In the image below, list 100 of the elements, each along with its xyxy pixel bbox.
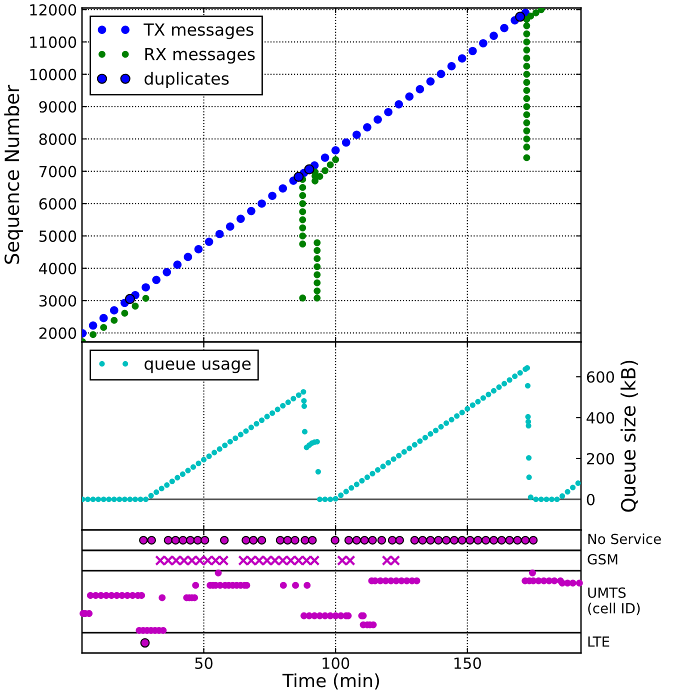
point [326,161,334,168]
point [523,103,530,110]
point [331,146,340,154]
legend-label: queue usage [144,360,251,374]
point [523,62,530,70]
point [90,331,97,338]
point [204,238,214,246]
point [523,144,530,151]
y-tick-label: 2000 [39,327,76,339]
point [314,279,321,286]
point [142,294,150,302]
point [458,54,466,63]
point [490,32,498,40]
point [194,245,203,254]
point [523,70,530,78]
point [523,135,530,142]
y-tick-label: 6000 [39,198,76,210]
x-tick-label: 100 [322,657,350,669]
y-tick-label: 400 [586,412,614,424]
y-tick-label: 7000 [40,166,76,178]
point [132,302,139,310]
point [124,294,136,304]
point [294,172,304,182]
y-tick-label: 5000 [39,230,76,242]
y-tick-label: 200 [586,452,614,464]
point [352,130,361,139]
point [247,206,256,216]
point [268,192,276,200]
text: GSM [588,554,618,565]
point [479,39,488,48]
text: UMTS (cell ID) [588,587,640,616]
point [538,8,545,14]
y-tick-label: 0 [586,494,595,506]
y-tick-label: 11000 [30,36,76,48]
point [110,306,118,314]
point [299,232,306,240]
point [314,247,321,254]
point [500,24,508,32]
point [314,271,321,278]
point [299,216,306,224]
point [152,276,161,284]
point [447,62,456,70]
point [314,294,321,302]
point [523,30,530,38]
point [523,119,530,126]
point [532,9,540,16]
point [299,200,306,208]
point [304,164,314,174]
point [342,138,350,147]
point [363,123,372,132]
text: No Service [588,533,661,544]
point [278,184,288,193]
point [322,167,329,174]
y-axis-title: Sequence Number [4,84,23,264]
y-tick-label: 600 [586,371,614,383]
point [110,316,118,324]
point [332,156,340,164]
text: LTE [588,636,610,647]
point [515,12,526,22]
point [405,92,414,101]
point [523,86,530,94]
y-tick-label: 8000 [39,133,76,145]
point [416,84,424,94]
point [384,108,392,116]
legend-label: duplicates [144,72,229,88]
y-tick-label: 4000 [39,262,76,274]
y-axis-title: Queue size (kB) [620,360,638,512]
x-tick-label: 150 [454,657,481,669]
point [184,252,192,262]
x-tick-label: 50 [195,657,212,669]
point [320,154,330,162]
y-tick-label: 3000 [39,295,76,307]
x-axis-title: Time (min) [282,673,379,690]
point [299,192,306,200]
point [314,255,321,262]
point [523,54,530,62]
point [436,70,446,78]
point [527,12,534,20]
point [523,22,530,30]
point [523,154,530,162]
point [314,263,321,270]
y-tick-label: 12000 [30,4,76,16]
point [142,283,150,292]
point [394,100,404,109]
point [100,324,108,331]
legend-label: RX messages [145,48,255,64]
point [523,127,530,134]
point [226,222,234,231]
point [523,95,530,102]
point [523,111,530,118]
point [314,239,321,246]
y-tick-label: 10000 [30,68,76,80]
point [523,46,530,54]
point [426,77,435,86]
point [299,240,306,248]
point [173,260,182,269]
legend-label: TX messages [144,24,254,40]
point [299,224,306,232]
y-tick-label: 9000 [39,101,76,113]
point [299,294,306,302]
